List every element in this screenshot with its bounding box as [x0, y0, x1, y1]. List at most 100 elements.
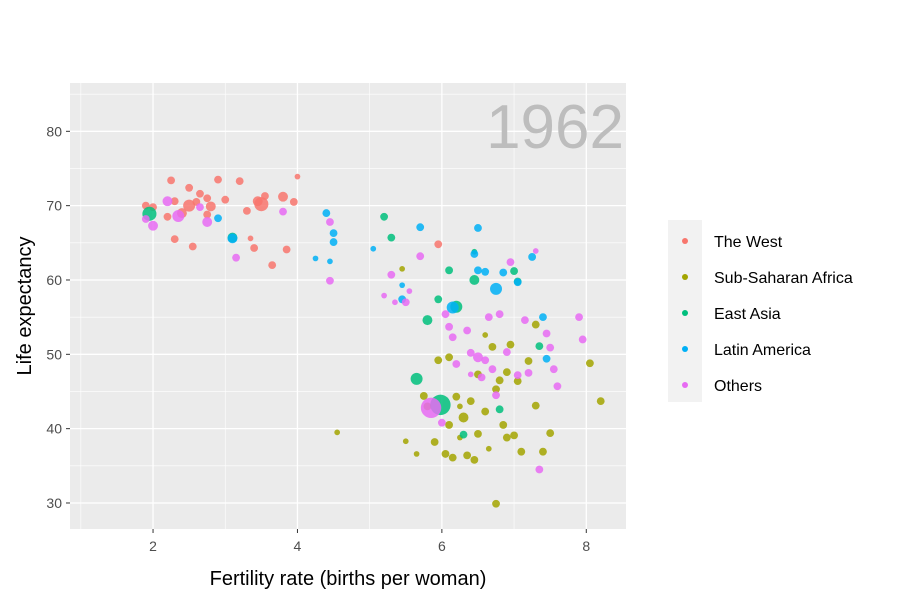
data-point: [279, 207, 287, 216]
year-annotation: 1962: [486, 93, 624, 162]
legend-key: [682, 274, 688, 280]
data-point: [477, 373, 486, 382]
data-point: [513, 278, 522, 287]
data-point: [141, 215, 150, 223]
data-point: [549, 365, 558, 374]
series-others: [141, 196, 587, 474]
data-point: [243, 206, 251, 215]
data-points: [141, 173, 605, 508]
data-point: [575, 313, 583, 322]
series-latin-america: [214, 209, 551, 363]
data-point: [463, 451, 472, 460]
data-point: [282, 245, 291, 254]
data-point: [268, 261, 277, 270]
y-tick-label: 50: [46, 346, 62, 362]
data-point: [232, 253, 240, 262]
data-point: [387, 233, 396, 242]
data-point: [524, 369, 533, 377]
data-point: [499, 268, 508, 277]
data-point: [183, 199, 196, 212]
y-tick-label: 70: [46, 198, 62, 214]
data-point: [481, 267, 490, 276]
data-point: [162, 196, 173, 207]
data-point: [502, 348, 511, 356]
data-point: [506, 258, 515, 267]
data-point: [490, 282, 503, 295]
data-point: [422, 315, 433, 326]
data-point: [170, 197, 179, 206]
data-point: [535, 342, 544, 351]
data-point: [495, 310, 504, 319]
legend-item: Others: [682, 378, 762, 395]
data-point: [585, 359, 594, 368]
legend: The West Sub-Saharan Africa East Asia Latin…: [668, 220, 853, 402]
data-point: [413, 451, 420, 457]
data-point: [322, 209, 331, 217]
data-point: [434, 240, 443, 249]
data-point: [326, 218, 334, 226]
data-point: [214, 175, 222, 184]
data-point: [406, 288, 413, 294]
data-point: [488, 365, 497, 374]
data-point: [416, 252, 425, 261]
data-point: [531, 320, 540, 329]
data-point: [578, 335, 587, 344]
data-point: [416, 223, 425, 232]
data-point: [401, 298, 410, 307]
y-tick-label: 40: [46, 421, 62, 437]
data-point: [481, 407, 490, 416]
data-point: [470, 250, 479, 258]
data-point: [488, 342, 497, 351]
data-point: [402, 438, 409, 445]
data-point: [419, 392, 428, 400]
data-point: [485, 445, 492, 452]
data-point: [542, 354, 551, 363]
data-point: [329, 229, 338, 238]
data-point: [205, 201, 216, 212]
data-point: [410, 372, 423, 385]
data-point: [148, 220, 158, 231]
data-point: [446, 301, 459, 314]
data-point: [502, 368, 511, 377]
y-tick-label: 30: [46, 495, 62, 511]
data-point: [521, 316, 529, 325]
data-point: [528, 253, 537, 261]
legend-item: East Asia: [682, 306, 781, 323]
data-point: [492, 499, 500, 508]
y-tick-label: 80: [46, 123, 62, 139]
legend-item: Latin America: [682, 342, 811, 359]
data-point: [167, 176, 175, 185]
data-point: [327, 258, 333, 265]
major-gridlines: [70, 83, 626, 529]
data-point: [469, 275, 480, 285]
x-tick-label: 2: [149, 538, 157, 554]
data-point: [202, 217, 213, 227]
data-point: [278, 191, 288, 202]
data-point: [458, 412, 469, 423]
data-point: [495, 376, 504, 385]
data-point: [387, 270, 396, 279]
data-point: [214, 214, 222, 223]
legend-label: Latin America: [714, 342, 811, 359]
legend-label: The West: [714, 234, 783, 251]
data-point: [445, 322, 453, 331]
data-point: [502, 433, 511, 442]
legend-key: [682, 310, 688, 316]
data-point: [517, 447, 526, 456]
data-point: [172, 210, 185, 223]
data-point: [430, 438, 439, 446]
x-tick-label: 4: [294, 538, 302, 554]
legend-label: Sub-Saharan Africa: [714, 270, 853, 287]
data-point: [188, 242, 197, 251]
data-point: [381, 292, 387, 299]
data-point: [445, 421, 453, 429]
data-point: [445, 353, 453, 362]
data-point: [196, 203, 204, 212]
legend-key: [682, 382, 688, 388]
data-point: [370, 245, 377, 252]
data-point: [542, 329, 551, 338]
data-point: [546, 343, 555, 352]
data-point: [452, 392, 461, 401]
x-axis-ticks: 2 4 6 8: [149, 529, 590, 554]
